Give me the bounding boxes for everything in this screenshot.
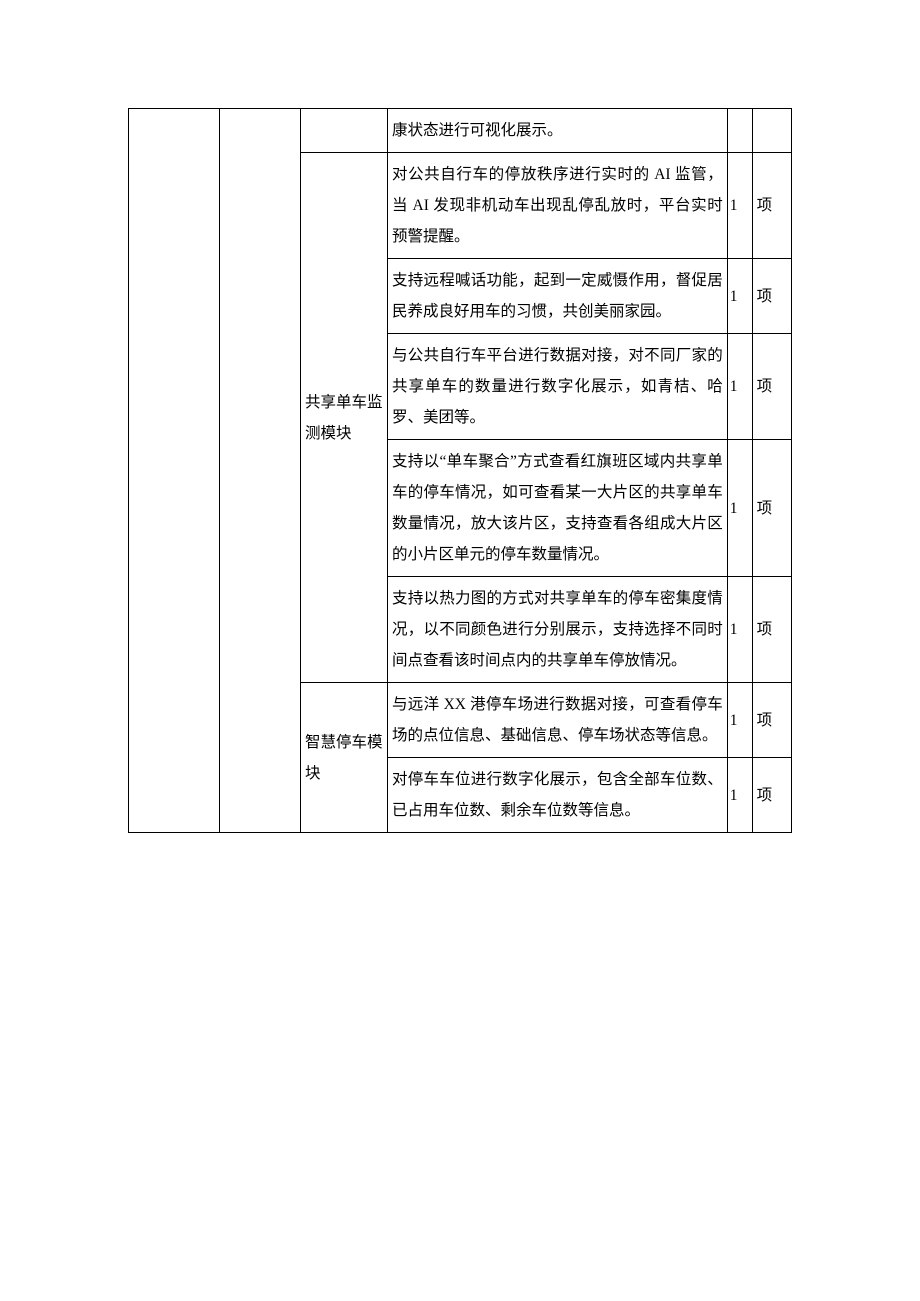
unit-cell: 项 [752,683,791,758]
document-page: 康状态进行可视化展示。 共享单车监测模块 对公共自行车的停放秩序进行实时的 AI… [0,0,920,941]
qty-cell: 1 [727,259,752,334]
desc-cell: 与远洋 XX 港停车场进行数据对接，可查看停车场的点位信息、基础信息、停车场状态… [387,683,727,758]
unit-cell: 项 [752,440,791,577]
desc-cell: 支持以“单车聚合”方式查看红旗班区域内共享单车的停车情况，如可查看某一大片区的共… [387,440,727,577]
qty-cell: 1 [727,683,752,758]
unit-cell: 项 [752,758,791,833]
qty-cell: 1 [727,153,752,259]
module-cell-bike: 共享单车监测模块 [300,153,387,683]
module-cell-frag [300,109,387,153]
unit-cell: 项 [752,334,791,440]
unit-cell: 项 [752,577,791,683]
col-1-spacer [129,109,220,833]
desc-cell: 康状态进行可视化展示。 [387,109,727,153]
unit-cell: 项 [752,259,791,334]
desc-cell: 与公共自行车平台进行数据对接，对不同厂家的共享单车的数量进行数字化展示，如青桔、… [387,334,727,440]
qty-cell [727,109,752,153]
table-row: 康状态进行可视化展示。 [129,109,792,153]
qty-cell: 1 [727,758,752,833]
qty-cell: 1 [727,440,752,577]
desc-cell: 对公共自行车的停放秩序进行实时的 AI 监管，当 AI 发现非机动车出现乱停乱放… [387,153,727,259]
module-cell-parking: 智慧停车模块 [300,683,387,833]
unit-cell [752,109,791,153]
spec-table: 康状态进行可视化展示。 共享单车监测模块 对公共自行车的停放秩序进行实时的 AI… [128,108,792,833]
col-2-spacer [220,109,301,833]
qty-cell: 1 [727,334,752,440]
desc-cell: 支持远程喊话功能，起到一定威慑作用，督促居民养成良好用车的习惯，共创美丽家园。 [387,259,727,334]
unit-cell: 项 [752,153,791,259]
qty-cell: 1 [727,577,752,683]
desc-cell: 对停车车位进行数字化展示，包含全部车位数、已占用车位数、剩余车位数等信息。 [387,758,727,833]
desc-cell: 支持以热力图的方式对共享单车的停车密集度情况，以不同颜色进行分别展示，支持选择不… [387,577,727,683]
